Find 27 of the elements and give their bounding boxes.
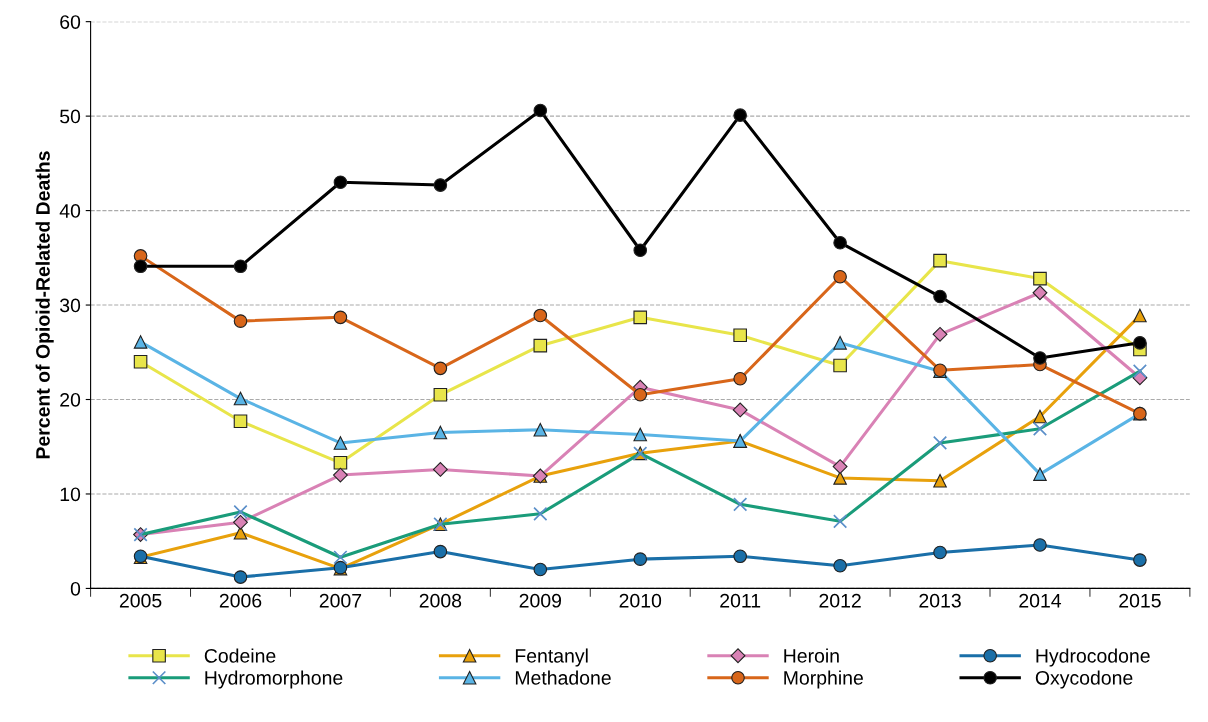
legend-label: Hydromorphone bbox=[205, 670, 343, 689]
legend-label: Hydrocodone bbox=[1036, 648, 1150, 667]
x-tick-label: 2015 bbox=[1119, 593, 1161, 608]
x-tick-label: 2007 bbox=[319, 593, 362, 608]
legend-label: Heroin bbox=[784, 648, 839, 663]
x-tick-label: 2011 bbox=[720, 593, 761, 608]
y-tick-label: 30 bbox=[59, 298, 81, 313]
y-tick-label: 10 bbox=[60, 487, 81, 502]
x-tick-label: 2012 bbox=[819, 593, 861, 608]
x-tick-label: 2005 bbox=[119, 593, 162, 608]
x-tick-label: 2009 bbox=[519, 593, 562, 608]
x-tick-label: 2013 bbox=[919, 593, 961, 608]
y-axis-title: Percent of Opioid-Related Deaths bbox=[35, 151, 54, 459]
y-tick-label: 60 bbox=[60, 15, 81, 29]
y-tick-label: 40 bbox=[59, 204, 81, 218]
legend-label: Fentanyl bbox=[515, 648, 588, 667]
y-tick-label: 50 bbox=[60, 109, 81, 124]
x-tick-label: 2010 bbox=[619, 593, 662, 608]
legend-label: Oxycodone bbox=[1035, 670, 1133, 689]
legend-label: Codeine bbox=[204, 648, 276, 663]
x-tick-label: 2008 bbox=[419, 593, 462, 608]
x-tick-label: 2014 bbox=[1019, 593, 1062, 608]
y-tick-label: 0 bbox=[70, 581, 81, 596]
x-tick-label: 2006 bbox=[219, 593, 262, 608]
legend-label: Morphine bbox=[784, 670, 863, 689]
legend-label: Methadone bbox=[515, 670, 611, 685]
y-tick-label: 20 bbox=[60, 392, 81, 407]
